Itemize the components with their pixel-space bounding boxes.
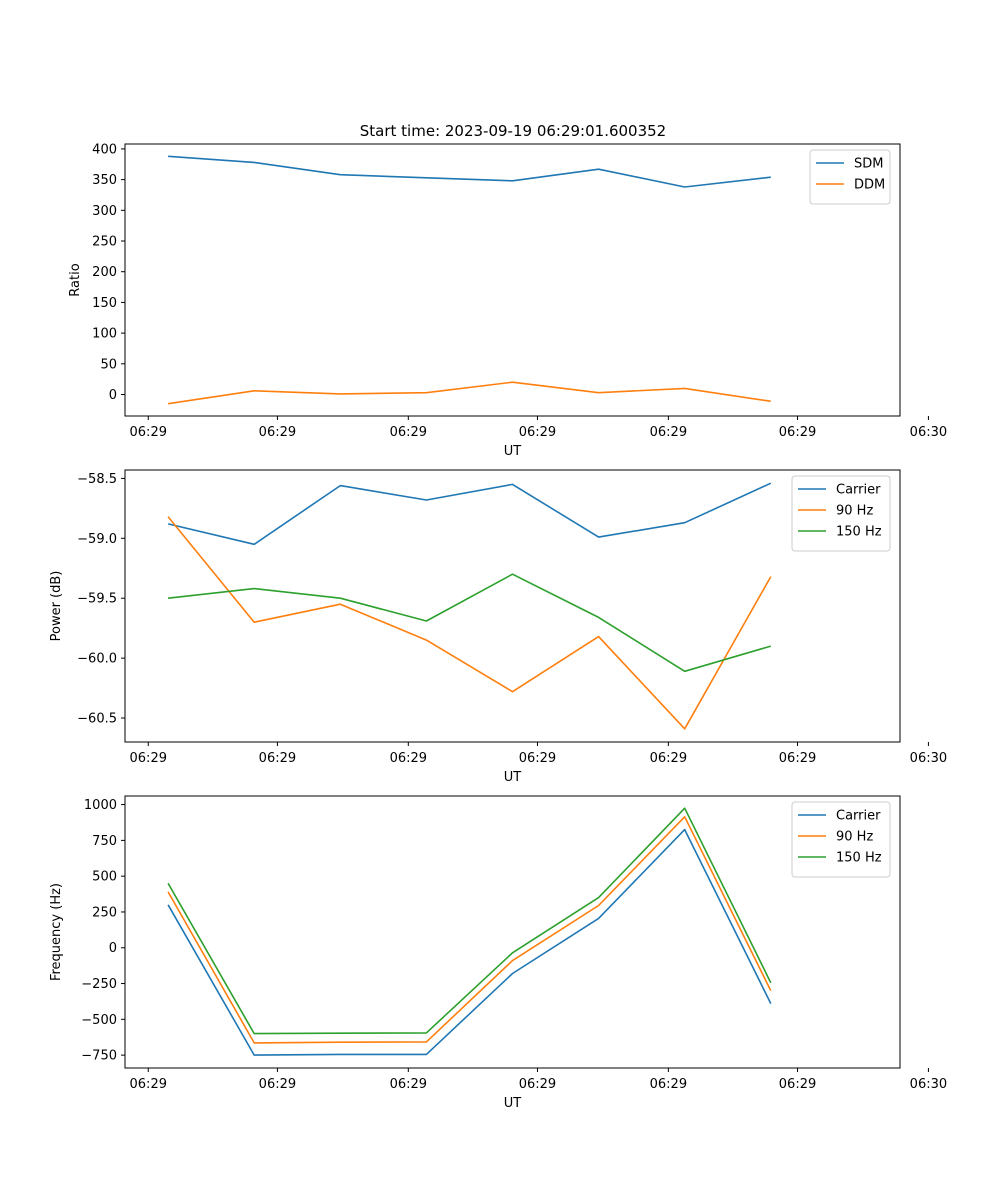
y-tick-label: 0 (109, 941, 117, 956)
y-tick-label: −500 (81, 1013, 117, 1028)
x-tick-label: 06:30 (910, 751, 947, 766)
y-tick-label: 0 (109, 388, 117, 403)
y-tick-label: 500 (92, 870, 117, 885)
x-tick-label: 06:29 (519, 751, 556, 766)
series-line-carrier (167, 482, 772, 546)
y-tick-label: 200 (92, 265, 117, 280)
x-axis-label: UT (504, 1096, 522, 1111)
legend: Carrier 90 Hz 150 Hz (791, 801, 891, 878)
x-tick-label: 06:29 (779, 425, 816, 440)
y-tick-label: 400 (92, 142, 117, 157)
series-line-150-hz (167, 807, 772, 1035)
y-tick-label: −60.5 (77, 712, 117, 727)
y-tick-label: −59.0 (77, 532, 117, 547)
y-axis-label: Power (dB) (49, 571, 64, 642)
y-tick-label: 750 (92, 834, 117, 849)
y-tick-label: 150 (92, 296, 117, 311)
x-tick-label: 06:29 (650, 1077, 687, 1092)
legend-box (791, 801, 891, 878)
axes-frame (124, 143, 901, 417)
y-tick-label: −750 (81, 1049, 117, 1064)
x-tick-label: 06:29 (650, 751, 687, 766)
legend-label: 150 Hz (836, 525, 882, 540)
y-tick-label: 250 (92, 235, 117, 250)
legend: Carrier 90 Hz 150 Hz (791, 475, 891, 552)
x-tick-label: 06:29 (779, 751, 816, 766)
y-tick-label: −58.5 (77, 472, 117, 487)
y-tick-label: −60.0 (77, 652, 117, 667)
x-tick-label: 06:29 (519, 425, 556, 440)
axes-frame (124, 795, 901, 1069)
legend-label: SDM (854, 157, 883, 172)
x-tick-label: 06:29 (390, 425, 427, 440)
legend-box (791, 475, 891, 552)
legend-label: 150 Hz (836, 851, 882, 866)
y-axis-label: Frequency (Hz) (49, 883, 64, 981)
y-tick-label: −59.5 (77, 592, 117, 607)
legend-label: Carrier (836, 809, 881, 824)
y-tick-label: 1000 (84, 798, 117, 813)
series-line-carrier (167, 828, 772, 1056)
x-tick-label: 06:29 (130, 425, 167, 440)
chart-panel-1: 06:29 06:29 06:29 06:29 06:29 06:29 06:30 0 50 10… (68, 142, 947, 459)
x-axis-label: UT (504, 770, 522, 785)
y-tick-label: 300 (92, 204, 117, 219)
y-axis-label: Ratio (68, 263, 83, 296)
legend-label: 90 Hz (836, 830, 873, 845)
x-tick-label: 06:29 (390, 1077, 427, 1092)
legend-label: Carrier (836, 483, 881, 498)
legend-label: DDM (854, 178, 885, 193)
legend: SDM DDM (809, 149, 891, 205)
x-tick-label: 06:29 (130, 751, 167, 766)
x-tick-label: 06:29 (130, 1077, 167, 1092)
series-line-90-hz (167, 516, 772, 730)
x-axis-label: UT (504, 444, 522, 459)
y-tick-label: 350 (92, 173, 117, 188)
x-tick-label: 06:29 (650, 425, 687, 440)
chart-panel-3: 06:29 06:29 06:29 06:29 06:29 06:29 06:30 −750 −… (49, 795, 947, 1111)
x-tick-label: 06:29 (779, 1077, 816, 1092)
series-line-150-hz (168, 573, 772, 673)
y-tick-label: −250 (81, 977, 117, 992)
axes-frame (124, 469, 901, 743)
x-tick-label: 06:29 (259, 751, 296, 766)
x-tick-label: 06:29 (259, 425, 296, 440)
legend-label: 90 Hz (836, 504, 873, 519)
y-tick-label: 50 (100, 357, 117, 372)
x-tick-label: 06:29 (519, 1077, 556, 1092)
x-tick-label: 06:29 (390, 751, 427, 766)
series-line-90-hz (167, 815, 772, 1044)
chart-panel-2: 06:29 06:29 06:29 06:29 06:29 06:29 06:30 −60.5… (49, 469, 947, 785)
x-tick-label: 06:30 (910, 425, 947, 440)
y-tick-label: 250 (92, 905, 117, 920)
y-tick-label: 100 (92, 327, 117, 342)
x-tick-label: 06:29 (259, 1077, 296, 1092)
x-tick-label: 06:30 (910, 1077, 947, 1092)
figure-title: Start time: 2023-09-19 06:29:01.600352 (360, 122, 666, 140)
series-line-sdm (168, 155, 771, 188)
series-line-ddm (167, 381, 771, 405)
